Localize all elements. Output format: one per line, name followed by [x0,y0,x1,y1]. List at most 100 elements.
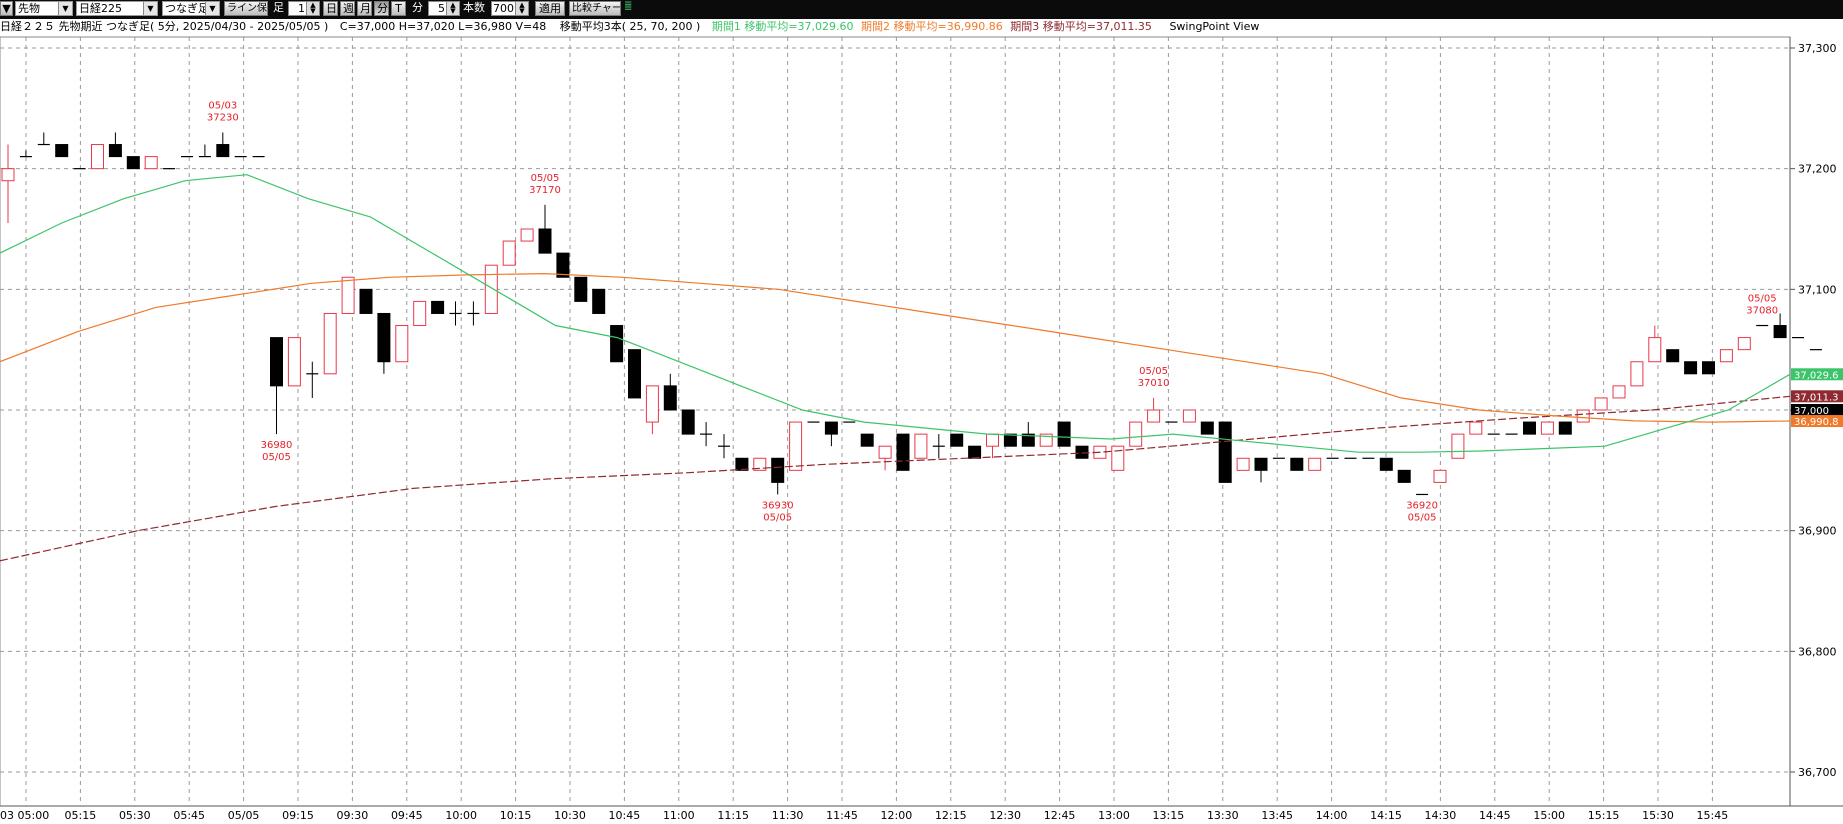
candle-body [1630,361,1644,387]
candle-body [1719,349,1733,363]
foot-label: 足 [273,1,284,14]
candle-body [1594,397,1608,411]
candle-body [1397,469,1411,483]
x-tick-label: 09:45 [391,809,423,822]
minute-button[interactable]: 分 [374,1,389,16]
apply-button[interactable]: 適用 [535,1,565,16]
spinner-icon: ▲ ▼ [306,2,319,15]
candle-body [538,228,552,254]
count-input[interactable]: 700 ▲ ▼ [491,1,529,16]
chart-title: 日経２２５ 先物期近 つなぎ足( 5分, 2025/04/30 - 2025/0… [0,20,329,33]
compare-chart-button[interactable]: 比較チャート [569,1,621,16]
x-tick-label: 10:45 [609,809,641,822]
candle-body [1021,433,1035,447]
swing-price-label: 36980 [261,440,293,451]
index-select-value: 日経225 [79,2,122,15]
candle-body [1702,361,1715,375]
view-mode-label: SwingPoint View [1169,20,1260,33]
x-tick-label: 14:30 [1425,809,1457,822]
candle-body [1182,409,1196,423]
chart-settings-icon[interactable]: ≡ ≡ [624,1,633,14]
x-tick-label: 15:30 [1642,809,1674,822]
candle-body [270,337,283,387]
swing-date-label: 05/05 [1139,366,1168,377]
swing-date-label: 05/05 [1408,512,1437,523]
candle-body [663,385,677,411]
candle-body [431,300,445,314]
y-tick-label: 36,800 [1798,645,1837,658]
x-tick-label: 09:15 [282,809,314,822]
candle-body [735,457,749,471]
ma-title: 移動平均3本( 25, 70, 200 ) [559,20,701,33]
candle-body [789,421,803,471]
price-tag [1791,415,1843,428]
x-tick-label: 13:00 [1098,809,1130,822]
x-tick-label: 05:45 [173,809,205,822]
candle-body [986,433,999,447]
ohlcv-readout: C=37,000 H=37,020 L=36,980 V=48 [339,20,547,33]
swing-date-label: 05/05 [1748,294,1777,305]
candle-body [1451,433,1465,459]
continuous-select-value: つなぎ足 [165,2,209,15]
market-select-value: 先物 [18,2,40,15]
candle-body [1,168,15,182]
week-button[interactable]: 週 [340,1,355,16]
info-line: 日経２２５ 先物期近 つなぎ足( 5分, 2025/04/30 - 2025/0… [0,20,1259,35]
candle-body [395,325,409,363]
candle-body [126,156,140,170]
x-tick-label: 10:15 [500,809,532,822]
candle-body [1737,337,1751,351]
candle-body [1773,325,1787,339]
y-tick-label: 36,700 [1798,766,1837,779]
candle-body [1433,469,1447,483]
market-select[interactable]: 先物 ▼ [15,1,73,16]
chevron-down-icon: ▼ [143,2,157,15]
candle-body [1684,361,1698,375]
y-tick-label: 36,900 [1798,525,1837,538]
tick-button[interactable]: T [391,1,406,16]
x-tick-label: 11:45 [826,809,858,822]
candle-body [556,252,570,278]
swing-price-label: 37170 [529,185,561,196]
candle-body [1558,421,1572,435]
candle-body [1576,409,1590,423]
x-tick-label: 11:15 [717,809,749,822]
minute-input[interactable]: 5 ▲ ▼ [428,1,460,16]
candles-group [1,132,1822,496]
x-tick-label: 05/05 [228,809,260,822]
candle-body [645,385,659,423]
menu-arrow-button[interactable]: ▼ [0,1,13,16]
candle-body [824,421,838,435]
x-tick-label: 05:15 [65,809,97,822]
candle-body [520,228,534,242]
swing-price-label: 36930 [762,500,794,511]
count-label: 本数 [463,1,485,14]
interval-input[interactable]: 1 ▲ ▼ [288,1,320,16]
x-tick-label: 12:00 [881,809,913,822]
candle-body [502,240,516,266]
candle-body [484,264,498,314]
candle-body [1218,421,1232,483]
save-line-button[interactable]: ライン保存 [224,1,268,16]
candle-body [1290,457,1304,471]
day-button[interactable]: 日 [323,1,338,16]
candle-body [950,433,964,447]
month-button[interactable]: 月 [357,1,372,16]
candle-body [55,144,69,158]
candle-body [1129,421,1143,447]
candle-body [592,288,606,314]
x-tick-label: 12:30 [989,809,1021,822]
x-tick-label: 13:15 [1153,809,1185,822]
index-select[interactable]: 日経225 ▼ [76,1,158,16]
ma1-line [0,174,1791,453]
candle-body [1003,433,1017,447]
candle-body [341,276,355,314]
swing-date-label: 05/03 [208,100,237,111]
continuous-select[interactable]: つなぎ足 ▼ [162,1,220,16]
x-tick-label: 11:00 [663,809,695,822]
